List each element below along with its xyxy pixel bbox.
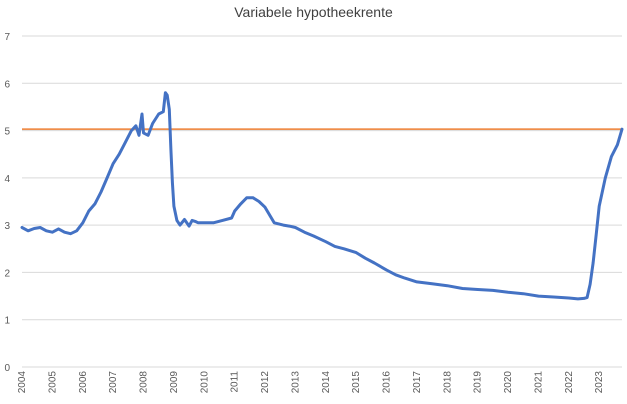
x-tick-label: 2008 [139,371,150,394]
x-tick-label: 2013 [290,371,301,394]
x-tick-label: 2016 [382,371,393,394]
y-tick-label: 6 [4,79,10,90]
x-tick-label: 2005 [47,371,58,394]
x-tick-label: 2009 [169,371,180,394]
chart-title: Variabele hypotheekrente [234,4,393,20]
series-line [20,91,624,301]
x-axis-ticks: 2004 2005 2006 2007 2008 2009 2010 2011 2012 2013… [17,371,605,394]
x-tick-label: 2004 [17,371,28,394]
x-tick-label: 2020 [503,371,514,394]
y-axis-ticks: 0 1 2 3 4 5 6 7 [4,32,10,374]
y-tick-label: 0 [4,363,10,374]
y-tick-label: 2 [4,268,10,279]
y-tick-label: 4 [4,174,10,185]
gridlines [22,35,622,368]
x-tick-label: 2006 [78,371,89,394]
y-tick-label: 3 [4,221,10,232]
x-tick-label: 2014 [321,371,332,394]
y-tick-label: 5 [4,127,10,138]
x-tick-label: 2011 [230,371,241,393]
x-tick-label: 2015 [351,371,362,394]
x-tick-label: 2012 [260,371,271,394]
x-tick-label: 2021 [533,371,544,394]
x-tick-label: 2022 [564,371,575,394]
x-tick-label: 2007 [108,371,119,394]
y-tick-label: 1 [4,316,10,327]
x-tick-label: 2017 [412,371,423,394]
x-tick-label: 2019 [473,371,484,394]
x-tick-label: 2010 [199,371,210,394]
x-tick-label: 2023 [594,371,605,394]
x-tick-label: 2018 [442,371,453,394]
y-tick-label: 7 [4,32,10,43]
